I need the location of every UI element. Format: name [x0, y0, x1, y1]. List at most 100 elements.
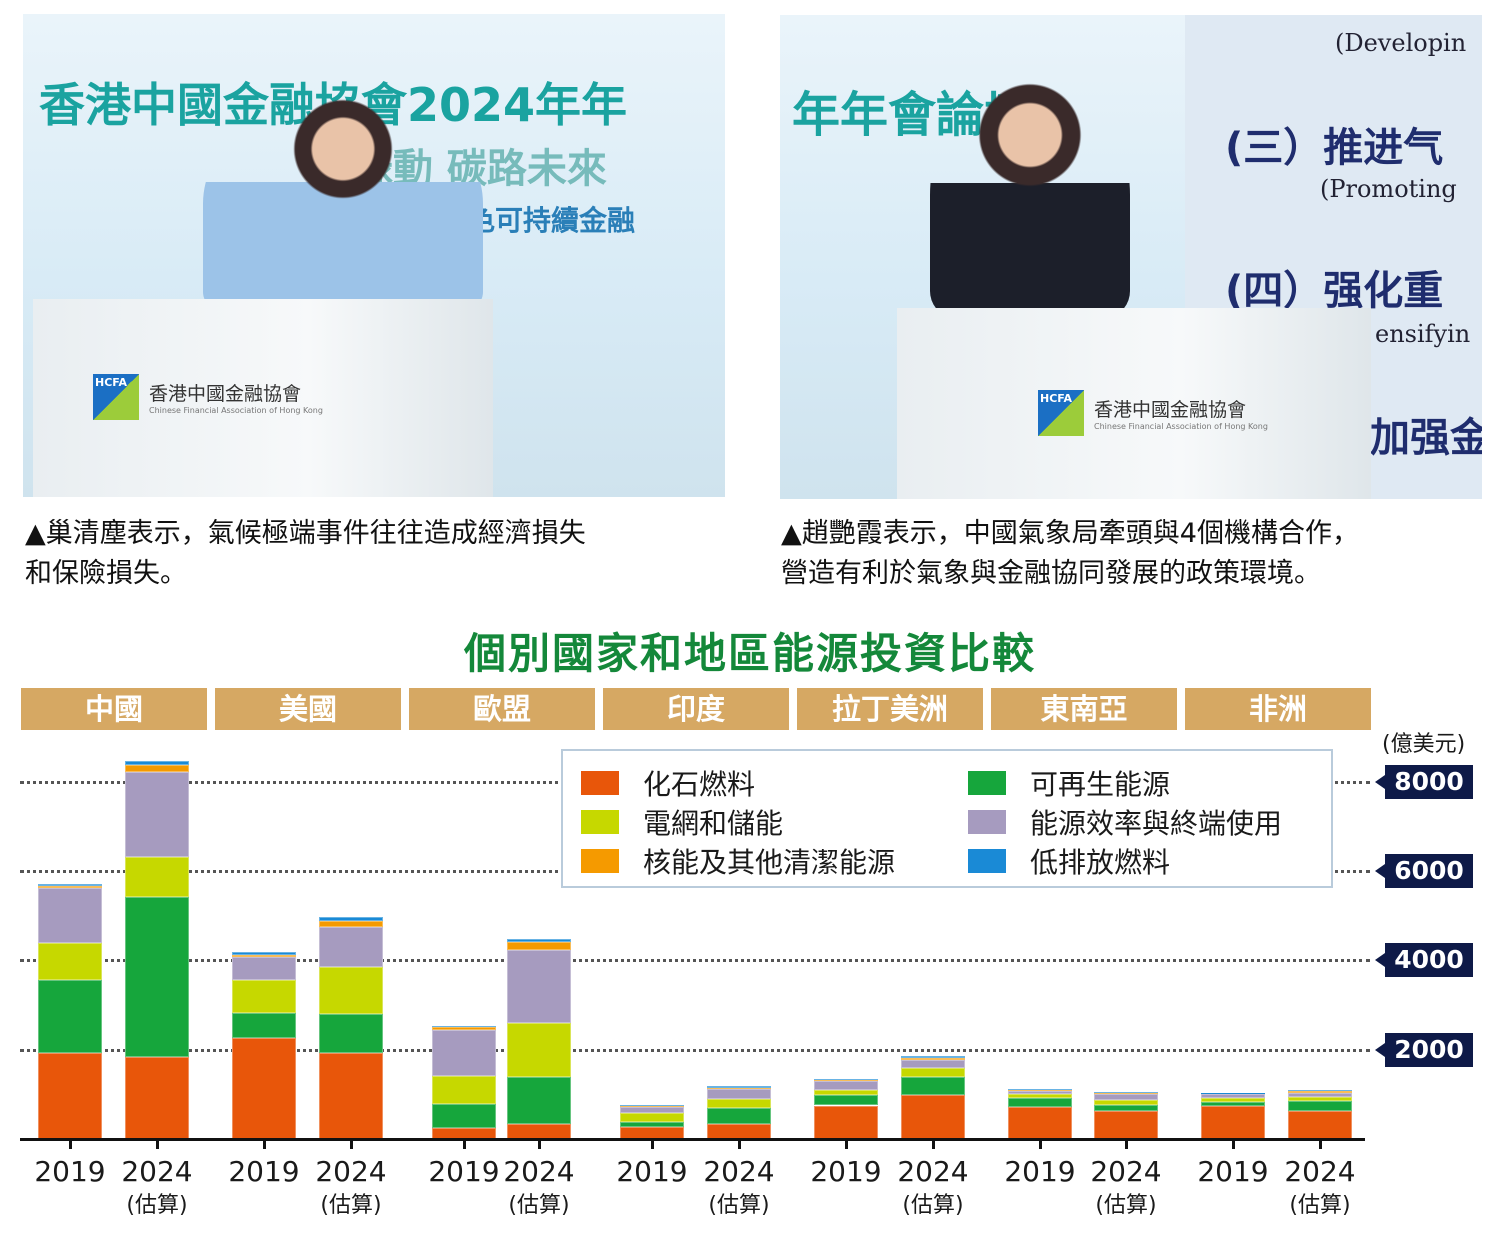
- bar-segment-低排放燃料: [1008, 1088, 1072, 1090]
- bar-segment-電網和儲能: [1288, 1097, 1352, 1102]
- bar-segment-化石燃料: [1008, 1106, 1072, 1139]
- x-tick-label: 2024: [1284, 1155, 1356, 1188]
- slide-line: ensifyin: [1375, 320, 1471, 348]
- bar-segment-電網和儲能: [432, 1075, 496, 1105]
- bar-segment-化石燃料: [1288, 1110, 1352, 1139]
- caption-line: ▲巢清塵表示，氣候極端事件往往造成經濟損失: [25, 518, 586, 549]
- bar-segment-電網和儲能: [1201, 1098, 1265, 1103]
- legend: 化石燃料 電網和儲能 核能及其他清潔能源 可再生能源 能源效率與終端使用 低排放燃料: [561, 749, 1333, 888]
- region-header-5: 東南亞: [991, 688, 1177, 730]
- legend-swatch: [968, 849, 1006, 873]
- bar-segment-低排放燃料: [707, 1085, 771, 1088]
- legend-label: 能源效率與終端使用: [1030, 807, 1283, 840]
- y-tick-label: 2000: [1375, 1032, 1473, 1067]
- bar-segment-可再生能源: [1288, 1101, 1352, 1111]
- x-tick-label: 2024: [121, 1155, 193, 1188]
- bar-segment-化石燃料: [38, 1052, 102, 1139]
- x-tick-label: 2024: [315, 1155, 387, 1188]
- x-tick: [845, 1140, 848, 1149]
- x-tick-label: 2019: [428, 1155, 500, 1188]
- bar-segment-化石燃料: [901, 1094, 965, 1139]
- bar-segment-化石燃料: [620, 1126, 684, 1139]
- caption-1: ▲巢清塵表示，氣候極端事件往往造成經濟損失 和保險損失。: [25, 514, 586, 594]
- legend-label: 核能及其他清潔能源: [643, 846, 896, 879]
- bar-segment-低排放燃料: [814, 1078, 878, 1080]
- logo-mark: HCFA: [93, 374, 139, 420]
- photo-speaker-1: 香港中國金融協會2024年年 融綠動 碳路未來 化與綠色可持續金融 HCFA 香…: [23, 14, 725, 497]
- bar-segment-可再生能源: [620, 1121, 684, 1127]
- bar-segment-核能及其他清潔能源: [620, 1105, 684, 1108]
- legend-label: 可再生能源: [1030, 768, 1171, 801]
- x-tick-label: 2024: [703, 1155, 775, 1188]
- bar-segment-可再生能源: [1094, 1105, 1158, 1111]
- bar-segment-能源效率與終端使用: [1288, 1093, 1352, 1098]
- bar-segment-能源效率與終端使用: [1201, 1093, 1265, 1099]
- bar-segment-化石燃料: [707, 1123, 771, 1139]
- legend-item: 低排放燃料: [968, 841, 1170, 881]
- region-header-2: 歐盟: [409, 688, 595, 730]
- caption-2: ▲趙艷霞表示，中國氣象局牽頭與4個機構合作， 營造有利於氣象與金融協同發展的政策…: [781, 514, 1359, 594]
- bar-segment-化石燃料: [319, 1053, 383, 1139]
- x-tick: [738, 1140, 741, 1149]
- x-tick-label: 2019: [228, 1155, 300, 1188]
- region-header-4: 拉丁美洲: [797, 688, 983, 730]
- bar-segment-能源效率與終端使用: [1008, 1090, 1072, 1094]
- bar-segment-電網和儲能: [707, 1099, 771, 1108]
- bar-segment-化石燃料: [125, 1057, 189, 1139]
- caption-line: 和保險損失。: [25, 558, 187, 589]
- bar-segment-化石燃料: [1201, 1105, 1265, 1139]
- slide-line: (三）推进气: [1225, 125, 1444, 171]
- legend-swatch: [968, 771, 1006, 795]
- x-tick: [1039, 1140, 1042, 1149]
- legend-item: 核能及其他清潔能源: [581, 841, 895, 881]
- podium-logo: HCFA 香港中國金融協會 Chinese Financial Associati…: [93, 374, 323, 420]
- bar-segment-可再生能源: [232, 1012, 296, 1039]
- logo-subtext: Chinese Financial Association of Hong Ko…: [1094, 422, 1268, 431]
- legend-swatch: [581, 810, 619, 834]
- bar-segment-能源效率與終端使用: [232, 957, 296, 981]
- bar-segment-可再生能源: [319, 1014, 383, 1054]
- bar-segment-可再生能源: [125, 897, 189, 1058]
- legend-label: 低排放燃料: [1030, 846, 1171, 879]
- bar-segment-電網和儲能: [38, 942, 102, 980]
- logo-mark: HCFA: [1038, 390, 1084, 436]
- logo-subtext: Chinese Financial Association of Hong Ko…: [149, 406, 323, 415]
- x-tick: [538, 1140, 541, 1149]
- bar-segment-低排放燃料: [232, 951, 296, 956]
- x-tick-label: 2024: [897, 1155, 969, 1188]
- bar-segment-電網和儲能: [620, 1112, 684, 1122]
- x-tick-label: 2019: [1004, 1155, 1076, 1188]
- chart-title: 個別國家和地區能源投資比較: [463, 629, 1036, 678]
- x-tick: [651, 1140, 654, 1149]
- y-tick-label: 6000: [1375, 854, 1473, 889]
- legend-item: 可再生能源: [968, 763, 1170, 803]
- bar-segment-電網和儲能: [901, 1067, 965, 1078]
- legend-swatch: [581, 771, 619, 795]
- logo-text: 香港中國金融協會: [1094, 399, 1247, 421]
- x-tick: [69, 1140, 72, 1149]
- region-header-6: 非洲: [1185, 688, 1371, 730]
- bar-segment-能源效率與終端使用: [1094, 1094, 1158, 1100]
- slide-line: (Developin: [1335, 29, 1467, 57]
- photo-speaker-2: 年年會論壇 (Developin (三）推进气 (Promoting (四）强化…: [780, 15, 1482, 499]
- x-tick-sublabel: (估算): [126, 1193, 188, 1218]
- bar-segment-可再生能源: [707, 1107, 771, 1124]
- bar-segment-核能及其他清潔能源: [38, 885, 102, 889]
- legend-item: 能源效率與終端使用: [968, 802, 1282, 842]
- bar-segment-電網和儲能: [1008, 1093, 1072, 1099]
- x-tick-label: 2024: [1090, 1155, 1162, 1188]
- gridline: [20, 959, 1370, 963]
- legend-label: 電網和儲能: [643, 807, 784, 840]
- bar-segment-低排放燃料: [432, 1025, 496, 1028]
- x-tick: [932, 1140, 935, 1149]
- bar-segment-可再生能源: [432, 1104, 496, 1129]
- x-tick-label: 2019: [34, 1155, 106, 1188]
- x-tick-sublabel: (估算): [508, 1193, 570, 1218]
- bar-segment-電網和儲能: [125, 857, 189, 898]
- speaker-figure: [203, 94, 483, 314]
- x-tick-sublabel: (估算): [1289, 1193, 1351, 1218]
- slide-line: 加强金: [1370, 415, 1482, 461]
- bar-segment-核能及其他清潔能源: [1008, 1089, 1072, 1091]
- bar-segment-能源效率與終端使用: [125, 772, 189, 858]
- bar-segment-電網和儲能: [232, 980, 296, 1013]
